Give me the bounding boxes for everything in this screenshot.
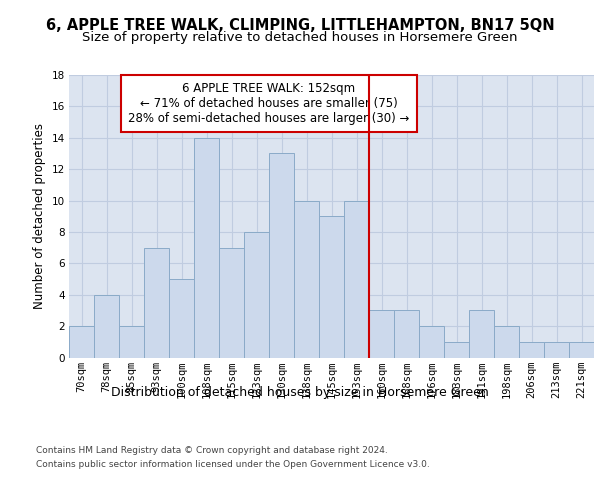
Bar <box>319 216 344 358</box>
Bar <box>69 326 94 358</box>
Bar <box>169 279 194 357</box>
Bar <box>494 326 519 358</box>
Bar <box>94 294 119 358</box>
Bar <box>569 342 594 357</box>
Text: Contains HM Land Registry data © Crown copyright and database right 2024.
Contai: Contains HM Land Registry data © Crown c… <box>36 446 430 468</box>
Text: 6, APPLE TREE WALK, CLIMPING, LITTLEHAMPTON, BN17 5QN: 6, APPLE TREE WALK, CLIMPING, LITTLEHAMP… <box>46 18 554 32</box>
Bar <box>419 326 444 358</box>
Text: 6 APPLE TREE WALK: 152sqm
← 71% of detached houses are smaller (75)
28% of semi-: 6 APPLE TREE WALK: 152sqm ← 71% of detac… <box>128 82 410 125</box>
Bar <box>144 248 169 358</box>
Text: Distribution of detached houses by size in Horsemere Green: Distribution of detached houses by size … <box>111 386 489 399</box>
Bar <box>244 232 269 358</box>
Bar <box>469 310 494 358</box>
Bar <box>519 342 544 357</box>
Bar <box>444 342 469 357</box>
Bar <box>119 326 144 358</box>
Bar <box>369 310 394 358</box>
Bar <box>219 248 244 358</box>
Bar <box>344 200 369 358</box>
Text: Size of property relative to detached houses in Horsemere Green: Size of property relative to detached ho… <box>82 31 518 44</box>
Bar <box>544 342 569 357</box>
Y-axis label: Number of detached properties: Number of detached properties <box>33 123 46 309</box>
Bar <box>294 200 319 358</box>
Bar <box>394 310 419 358</box>
Bar <box>269 154 294 358</box>
Bar <box>194 138 219 358</box>
